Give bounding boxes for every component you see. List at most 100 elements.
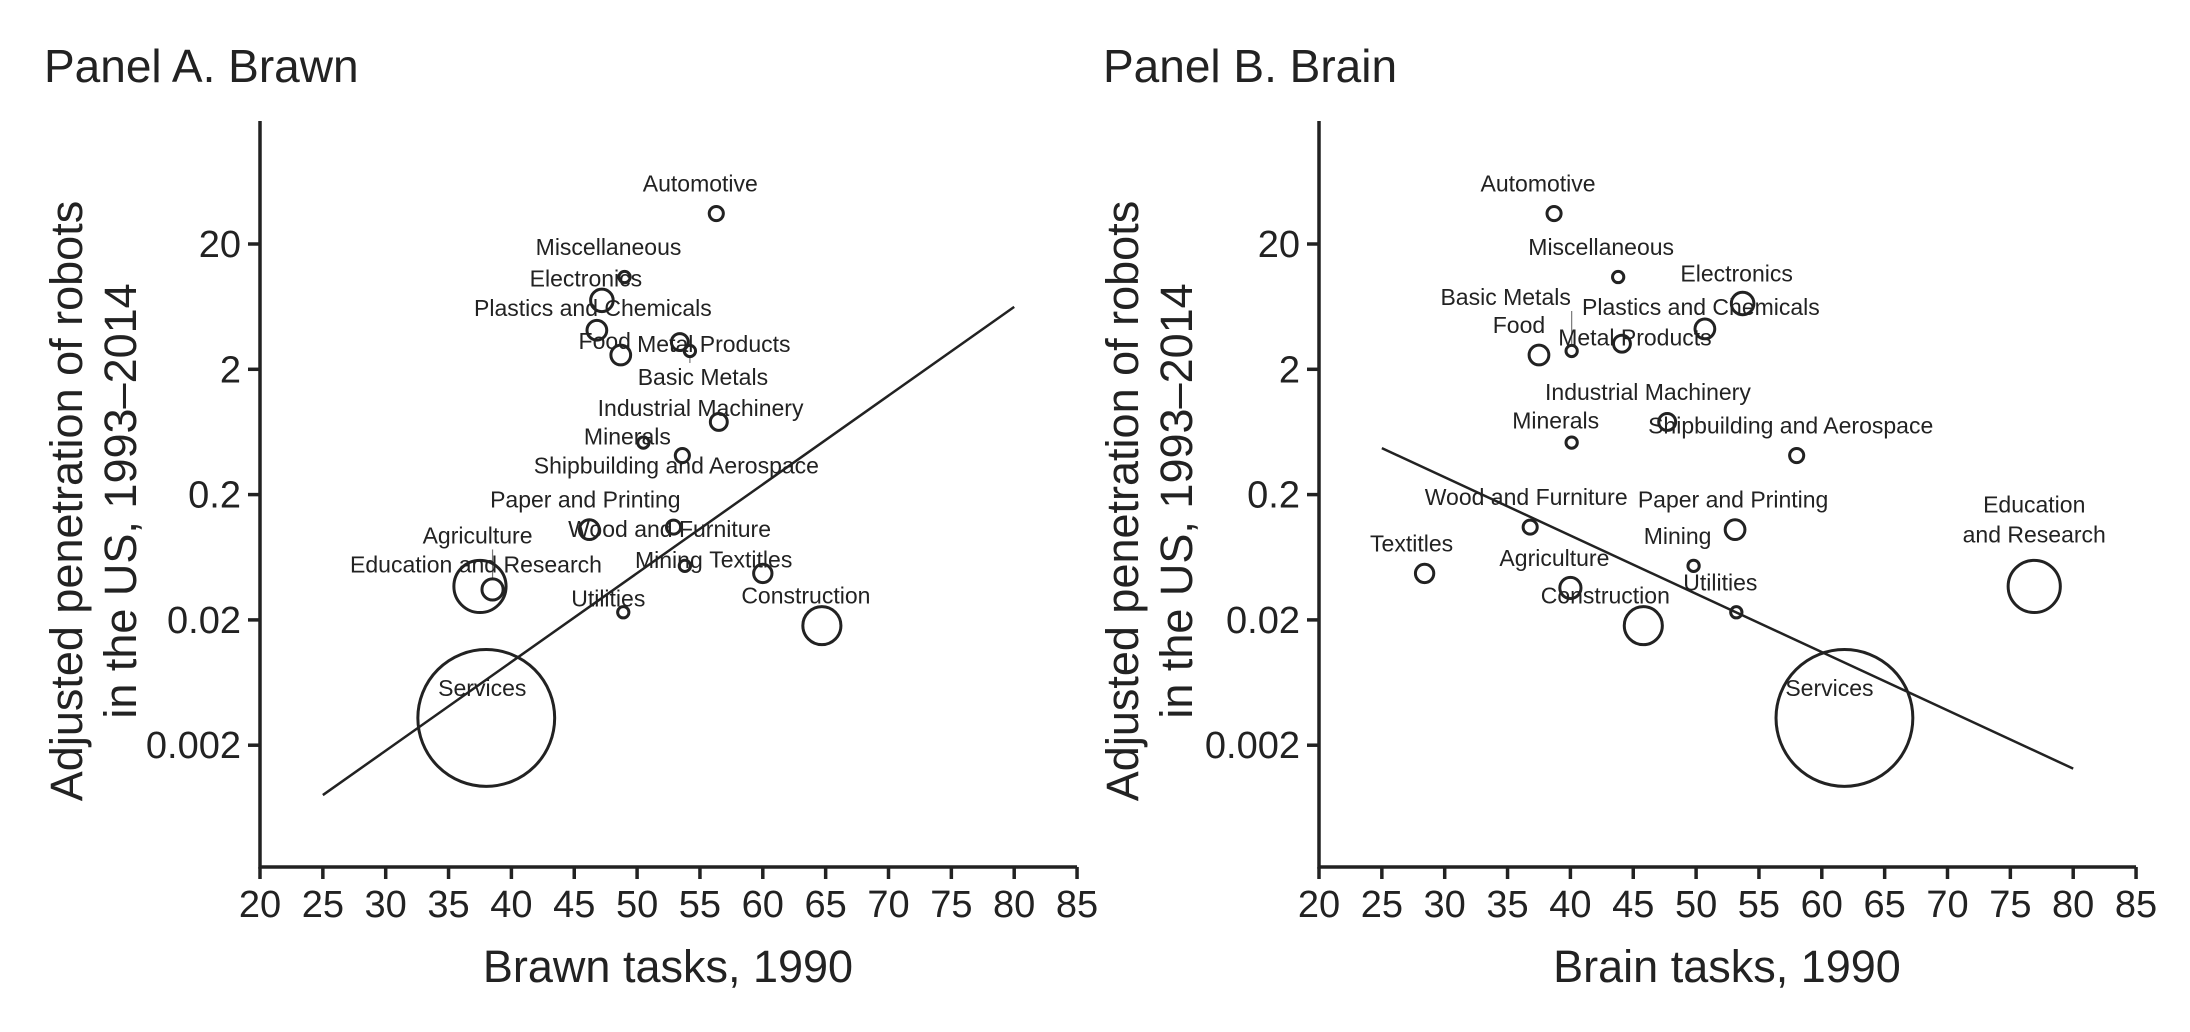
bubble-point [577,518,601,542]
bubble-label: Construction [741,583,870,609]
panel-b-title: Panel B. Brain [1103,40,1397,92]
bubble-point [1611,269,1626,285]
bubble-label: Utilities [1683,569,1757,595]
x-tick-label: 35 [427,884,469,926]
bubble-label-group: Textitles [1370,530,1453,556]
bubble-label-group: Agriculture [423,522,533,548]
x-tick-label: 65 [1864,884,1906,926]
bubble-point [708,411,729,432]
bubble-label-group: Paper and Printing [490,487,681,513]
bubble-label-group: Miscellaneous [1528,234,1674,260]
bubble-point [617,269,632,285]
bubble-label-group: Education and Research [1963,491,2106,547]
bubble-label-group: Wood and Furniture [1425,484,1628,510]
panel-b-y-axis-label-line1: Adjusted penetration of robots [1097,201,1148,801]
bubble-point [1693,317,1717,341]
bubble-label-group: Shipbuilding and Aerospace [534,453,819,479]
y-tick-label: 0.2 [188,475,241,517]
bubble-label: Wood and Furniture [1425,484,1628,510]
bubble-point [480,577,505,602]
bubble-label: Textitles [1370,530,1453,556]
x-tick-label: 55 [1738,884,1780,926]
bubble-label: Utilities [571,585,645,611]
bubble-label: Mining [1644,523,1712,549]
bubble-label: Services [1785,675,1873,701]
panel-a-y-axis-label-line1: Adjusted penetration of robots [41,201,92,801]
bubble-label-group: Textitles [709,546,792,572]
bubble-label: Food [579,328,631,354]
x-tick-label: 60 [1801,884,1843,926]
y-tick-label: 0.002 [1205,725,1300,767]
bubble-label-group: Metal Products [637,331,790,357]
x-tick-label: 70 [1926,884,1968,926]
x-tick-label: 50 [616,884,658,926]
bubble-label: Plastics and Chemicals [474,295,712,321]
bubble-point [609,343,633,367]
bubble-label: Paper and Printing [1638,487,1829,513]
bubble-label-group: Education and Research [350,551,602,577]
y-tick-label: 2 [1279,349,1300,391]
bubble-point [1564,343,1579,359]
x-tick-label: 65 [805,884,847,926]
bubble-point [665,518,683,536]
bubble-label-group: Minerals [1512,408,1599,434]
x-tick-label: 30 [365,884,407,926]
bubble-label: Electronics [530,265,642,291]
x-tick-label: 45 [553,884,595,926]
bubble-label-group: Services [1785,675,1873,701]
bubble-point [1729,605,1744,620]
bubble-label: and Research [1963,521,2106,547]
x-tick-label: 55 [679,884,721,926]
bubble-point [801,605,843,647]
bubble-label-group: Minerals [584,424,671,450]
bubble-label: Metal Products [1558,325,1711,351]
bubble-point [1558,575,1583,600]
bubble-point [1686,558,1701,573]
x-tick-label: 85 [1056,884,1098,926]
bubble-point [636,435,651,450]
x-tick-label: 30 [1424,884,1466,926]
bubble-label-group: Electronics [1680,261,1792,287]
y-tick-label: 0.02 [167,600,241,642]
bubble-label: Metal Products [637,331,790,357]
bubble-point [669,332,690,353]
bubble-label: Paper and Printing [490,487,681,513]
x-tick-label: 25 [1361,884,1403,926]
bubble-label-group: Utilities [571,585,645,611]
bubble-point [589,287,615,314]
bubble-label: Shipbuilding and Aerospace [1648,413,1933,439]
bubble-label-group: Mining [635,547,703,573]
bubble-point [1622,605,1664,647]
y-tick-label: 0.2 [1247,475,1300,517]
bubble-point [585,318,609,342]
bubble-point [682,343,698,359]
bubble-point [1723,518,1747,542]
bubble-point [1413,562,1436,585]
bubble-label: Automotive [1481,171,1596,197]
bubble-point [1521,518,1539,536]
y-tick-label: 20 [1258,224,1300,266]
bubble-label-group: Plastics and Chemicals [474,295,712,321]
bubble-label: Mining [635,547,703,573]
bubble-label: Minerals [584,424,671,450]
x-tick-label: 70 [867,884,909,926]
bubble-label: Minerals [1512,408,1599,434]
bubble-label: Agriculture [423,522,533,548]
panel-b-y-axis-label-line2: in the US, 1993–2014 [1151,283,1202,718]
bubble-point [1774,648,1915,788]
bubble-point [452,558,508,615]
bubble-point [752,562,774,585]
x-tick-label: 60 [742,884,784,926]
x-tick-label: 35 [1486,884,1528,926]
bubble-label: Construction [1541,583,1670,609]
bubble-point [707,204,725,223]
bubble-label-group: Industrial Machinery [598,395,804,421]
bubble-point [1545,204,1563,223]
x-tick-label: 40 [490,884,532,926]
bubble-label-group: Wood and Furniture [568,516,771,542]
bubble-point [1611,333,1632,354]
bubble-label: Agriculture [1499,545,1609,571]
regression-line [1381,446,2074,770]
x-tick-label: 20 [1298,884,1340,926]
